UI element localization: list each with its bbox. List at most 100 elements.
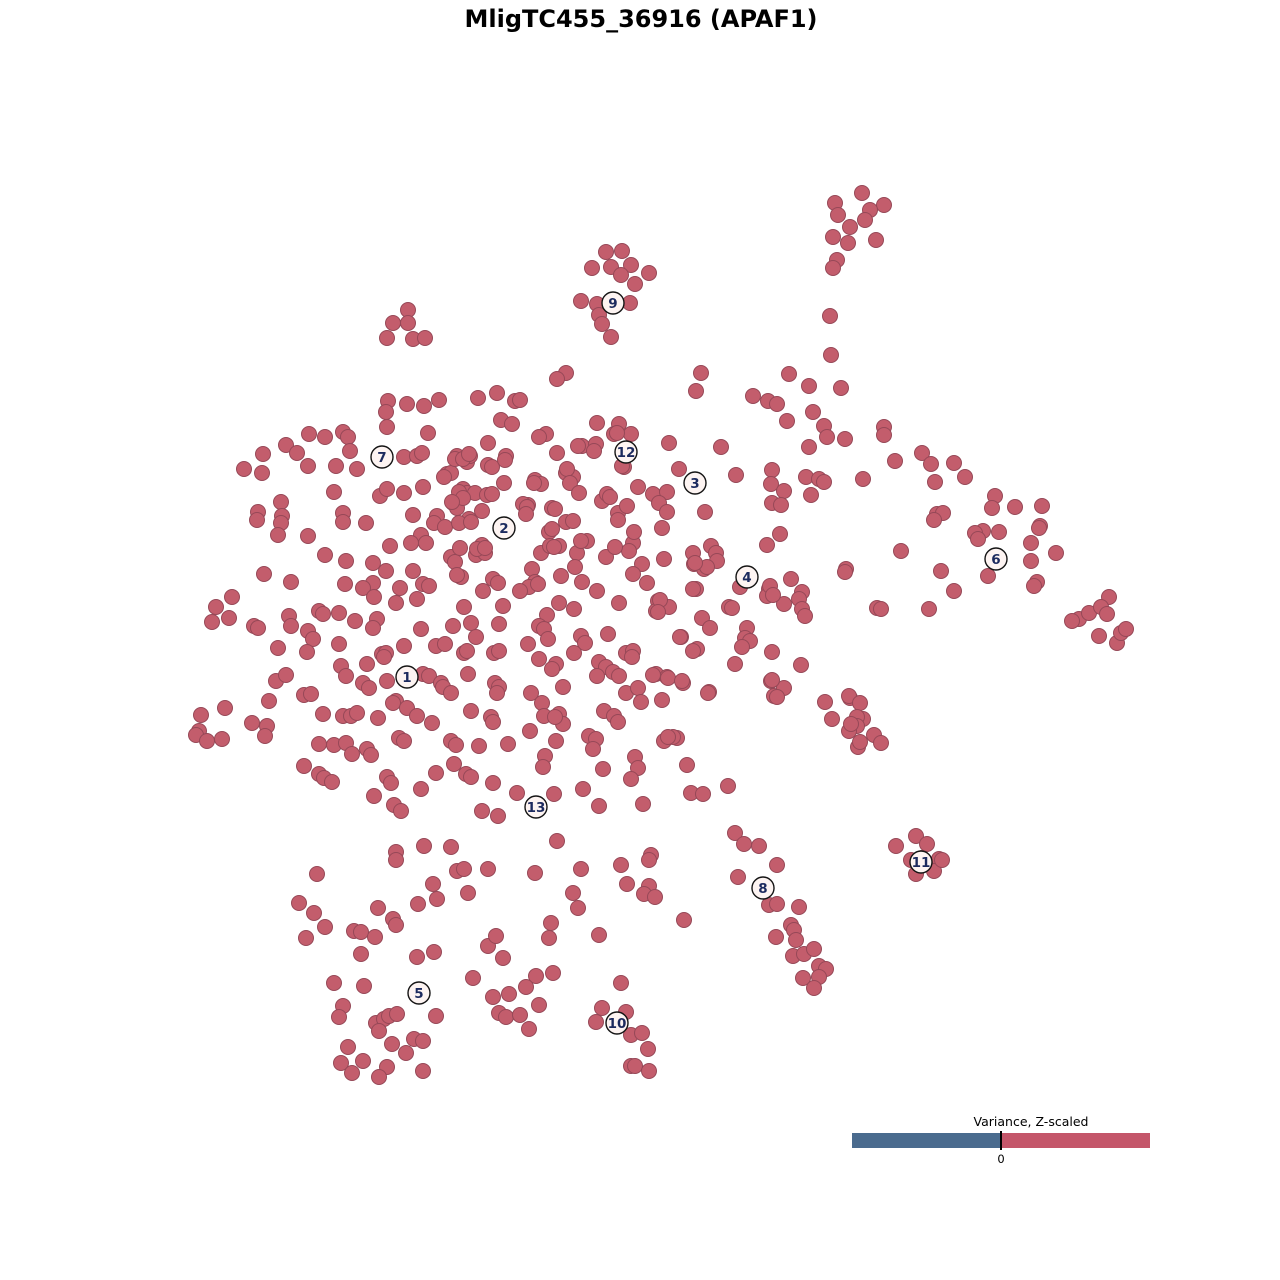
data-point: [465, 970, 481, 986]
data-point: [545, 965, 561, 981]
data-point: [619, 876, 635, 892]
data-point: [798, 469, 814, 485]
data-point: [524, 561, 540, 577]
data-point: [398, 1045, 414, 1061]
data-point: [641, 852, 657, 868]
data-point: [405, 507, 421, 523]
data-point: [876, 197, 892, 213]
data-point: [355, 580, 371, 596]
data-point: [543, 915, 559, 931]
data-point: [893, 543, 909, 559]
data-point: [888, 838, 904, 854]
data-point: [376, 649, 392, 665]
data-point: [585, 741, 601, 757]
data-point: [491, 616, 507, 632]
data-point: [946, 583, 962, 599]
data-point: [509, 785, 525, 801]
data-point: [355, 1053, 371, 1069]
data-point: [396, 638, 412, 654]
data-point: [418, 535, 434, 551]
data-point: [291, 895, 307, 911]
cluster-label-circle: [984, 547, 1008, 571]
data-point: [1048, 545, 1064, 561]
data-point: [823, 347, 839, 363]
data-point: [385, 315, 401, 331]
data-point: [396, 733, 412, 749]
data-point: [255, 446, 271, 462]
data-point: [540, 631, 556, 647]
data-point: [919, 836, 935, 852]
data-point: [1118, 621, 1134, 637]
cluster-label-circle: [909, 850, 933, 874]
data-point: [409, 591, 425, 607]
data-point: [496, 475, 512, 491]
data-point: [490, 575, 506, 591]
cluster-label-circle: [683, 471, 707, 495]
data-point: [446, 756, 462, 772]
data-point: [854, 185, 870, 201]
data-point: [565, 513, 581, 529]
cluster-label-1: 1: [395, 665, 419, 689]
data-point: [934, 852, 950, 868]
data-point: [647, 889, 663, 905]
data-point: [594, 316, 610, 332]
data-point: [816, 474, 832, 490]
data-point: [575, 781, 591, 797]
cluster-label-circle: [492, 516, 516, 540]
data-point: [382, 538, 398, 554]
data-point: [1026, 578, 1042, 594]
data-point: [659, 484, 675, 500]
data-point: [622, 295, 638, 311]
data-point: [544, 521, 560, 537]
data-point: [484, 459, 500, 475]
data-point: [409, 949, 425, 965]
data-point: [1023, 553, 1039, 569]
data-point: [553, 568, 569, 584]
data-point: [769, 896, 785, 912]
data-point: [627, 1058, 643, 1074]
data-point: [654, 692, 670, 708]
data-point: [415, 479, 431, 495]
data-point: [410, 896, 426, 912]
cluster-label-text: 13: [527, 800, 546, 816]
data-point: [527, 865, 543, 881]
data-point: [383, 775, 399, 791]
data-point: [801, 378, 817, 394]
data-point: [873, 601, 889, 617]
cluster-label-8: 8: [751, 876, 775, 900]
cluster-label-5: 5: [407, 981, 431, 1005]
data-point: [474, 803, 490, 819]
data-point: [693, 365, 709, 381]
data-point: [824, 711, 840, 727]
data-point: [338, 668, 354, 684]
data-point: [317, 547, 333, 563]
data-point: [970, 531, 986, 547]
data-point: [270, 527, 286, 543]
data-point: [614, 243, 630, 259]
plot-title: MligTC455_36916 (APAF1): [464, 5, 817, 33]
data-point: [470, 390, 486, 406]
cluster-label-circle: [524, 795, 548, 819]
data-point: [589, 415, 605, 431]
data-point: [768, 929, 784, 945]
data-point: [736, 836, 752, 852]
data-point: [436, 469, 452, 485]
data-point: [817, 694, 833, 710]
cluster-label-6: 6: [984, 547, 1008, 571]
data-point: [825, 260, 841, 276]
data-point: [833, 380, 849, 396]
data-point: [384, 1036, 400, 1052]
data-point: [449, 567, 465, 583]
data-point: [980, 568, 996, 584]
data-point: [577, 635, 593, 651]
data-point: [261, 693, 277, 709]
data-point: [221, 610, 237, 626]
data-point: [363, 747, 379, 763]
data-point: [602, 489, 618, 505]
data-point: [611, 668, 627, 684]
data-point: [793, 657, 809, 673]
data-point: [547, 709, 563, 725]
data-point: [305, 631, 321, 647]
data-point: [621, 543, 637, 559]
data-point: [547, 501, 563, 517]
